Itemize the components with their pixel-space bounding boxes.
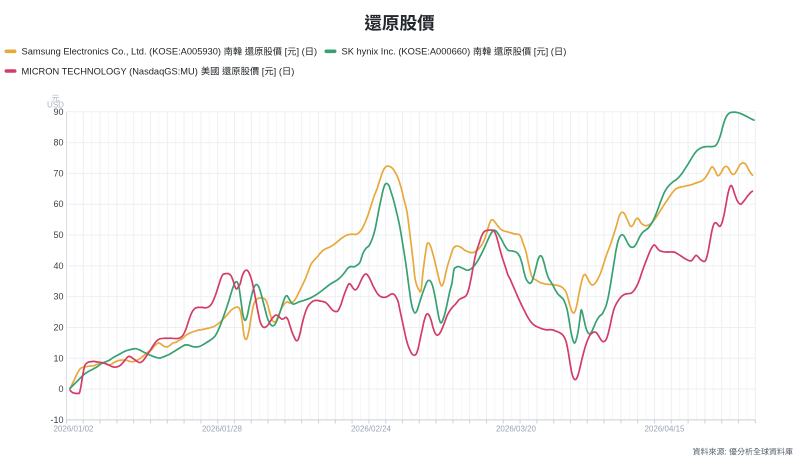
svg-text:Samsung Electronics Co., Ltd.: Samsung Electronics Co., Ltd. (KOSE:A005… [22, 47, 224, 57]
svg-text:USD: USD [47, 101, 64, 110]
svg-text:] (: ] ( [296, 47, 305, 57]
svg-text:20: 20 [53, 322, 63, 332]
svg-text:2026/01/02: 2026/01/02 [53, 425, 94, 434]
svg-text:2026/03/20: 2026/03/20 [496, 425, 537, 434]
svg-text:MICRON TECHNOLOGY (NasdaqGS:MU: MICRON TECHNOLOGY (NasdaqGS:MU) [22, 66, 201, 76]
svg-text:-10: -10 [50, 415, 63, 425]
svg-text:50: 50 [53, 230, 63, 240]
svg-text:SK hynix Inc. (KOSE:A000660): SK hynix Inc. (KOSE:A000660) [342, 47, 473, 57]
svg-text:[: [ [531, 47, 537, 57]
svg-text:60: 60 [53, 199, 63, 209]
svg-text:): ) [314, 47, 317, 57]
svg-text:90: 90 [53, 107, 63, 117]
svg-text::: : [725, 448, 729, 457]
svg-text:] (: ] ( [546, 47, 555, 57]
svg-text:10: 10 [53, 353, 63, 363]
svg-text:0: 0 [58, 384, 63, 394]
svg-text:40: 40 [53, 261, 63, 271]
svg-text:2026/01/28: 2026/01/28 [202, 425, 243, 434]
svg-text:2026/04/15: 2026/04/15 [644, 425, 685, 434]
svg-text:2026/02/24: 2026/02/24 [351, 425, 392, 434]
svg-text:): ) [291, 66, 294, 76]
svg-text:): ) [563, 47, 566, 57]
svg-text:] (: ] ( [274, 66, 283, 76]
svg-text:70: 70 [53, 168, 63, 178]
svg-text:80: 80 [53, 138, 63, 148]
svg-text:30: 30 [53, 292, 63, 302]
svg-text:[: [ [282, 47, 288, 57]
svg-text:[: [ [259, 66, 265, 76]
